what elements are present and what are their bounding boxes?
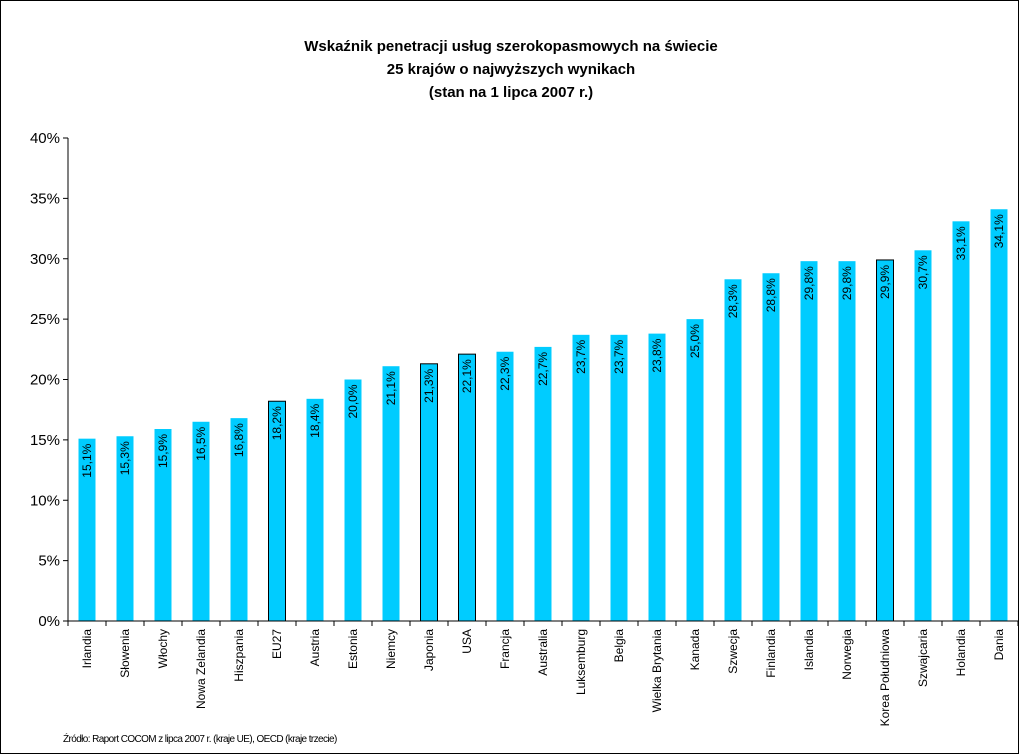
category-label-20: Norwegia: [840, 629, 854, 680]
bar-12: [534, 346, 552, 621]
data-label-20: 29,8%: [840, 266, 854, 300]
bar-15: [648, 333, 666, 621]
bar-21: [876, 259, 894, 622]
category-label-2: Włochy: [156, 629, 170, 668]
chart-title-line-3: (stan na 1 lipca 2007 r.): [429, 84, 593, 101]
category-label-14: Belgia: [612, 629, 626, 663]
bar-20: [838, 261, 856, 621]
data-label-3: 16,5%: [194, 426, 208, 460]
data-label-6: 18,4%: [308, 403, 322, 437]
data-label-14: 23,7%: [612, 339, 626, 373]
y-tick-label: 20%: [30, 372, 60, 389]
category-label-15: Wielka Brytania: [650, 629, 664, 713]
data-label-23: 33,1%: [954, 226, 968, 260]
category-label-1: Słowenia: [118, 629, 132, 678]
category-label-12: Australia: [536, 629, 550, 676]
source-note: Źródło: Raport COCOM z lipca 2007 r. (kr…: [63, 732, 337, 745]
category-label-6: Austria: [308, 629, 322, 667]
data-label-2: 15,9%: [156, 434, 170, 468]
category-label-9: Japonia: [422, 629, 436, 671]
chart-title-line-2: 25 krajów o najwyższych wynikach: [387, 61, 635, 78]
data-label-1: 15,3%: [118, 441, 132, 475]
bar-13: [572, 334, 590, 621]
data-label-9: 21,3%: [422, 368, 436, 402]
category-label-7: Estonia: [346, 629, 360, 669]
bar-8: [382, 366, 400, 621]
bar-24: [990, 209, 1008, 621]
data-label-10: 22,1%: [460, 359, 474, 393]
data-label-16: 25,0%: [688, 324, 702, 358]
plot-area: 0% 5% 10% 15% 20% 25% 30% 35% 40% 15,1% Irlandia 15…: [30, 130, 1019, 727]
y-tick-label: 0%: [38, 613, 60, 630]
category-label-16: Kanada: [688, 629, 702, 671]
y-tick-label: 5%: [38, 553, 60, 570]
bar-1: [116, 436, 134, 621]
category-label-0: Irlandia: [80, 629, 94, 669]
data-label-7: 20,0%: [346, 384, 360, 418]
y-tick-label: 40%: [30, 130, 60, 147]
data-label-4: 16,8%: [232, 423, 246, 457]
bar-7: [344, 379, 362, 621]
data-label-22: 30,7%: [916, 255, 930, 289]
data-label-0: 15,1%: [80, 443, 94, 477]
category-label-17: Szwecja: [726, 629, 740, 674]
category-label-22: Szwajcaria: [916, 629, 930, 687]
category-label-13: Luksemburg: [574, 629, 588, 695]
bar-14: [610, 334, 628, 621]
bar-23: [952, 221, 970, 621]
bar-2: [154, 429, 172, 621]
category-label-4: Hiszpania: [232, 629, 246, 682]
category-label-23: Holandia: [954, 629, 968, 677]
category-label-10: USA: [460, 629, 474, 654]
category-label-24: Dania: [992, 629, 1006, 661]
y-tick-label: 15%: [30, 432, 60, 449]
category-label-19: Islandia: [802, 629, 816, 671]
bar-11: [496, 351, 514, 621]
data-label-21: 29,9%: [878, 265, 892, 299]
data-label-8: 21,1%: [384, 371, 398, 405]
bar-22: [914, 250, 932, 622]
category-label-21: Korea Południowa: [878, 629, 892, 727]
bar-17: [724, 279, 742, 621]
bar-0: [78, 438, 96, 621]
y-tick-label: 35%: [30, 190, 60, 207]
category-label-8: Niemcy: [384, 629, 398, 669]
bar-6: [306, 398, 324, 621]
category-label-3: Nowa Zelandia: [194, 629, 208, 709]
y-tick-label: 25%: [30, 311, 60, 328]
bar-4: [230, 418, 248, 621]
data-label-12: 22,7%: [536, 352, 550, 386]
bar-3: [192, 421, 210, 621]
category-label-11: Francja: [498, 629, 512, 669]
bar-19: [800, 261, 818, 621]
y-tick-label: 30%: [30, 251, 60, 268]
data-label-17: 28,3%: [726, 284, 740, 318]
data-label-13: 23,7%: [574, 339, 588, 373]
bar-18: [762, 273, 780, 621]
data-label-5: 18,2%: [270, 406, 284, 440]
data-label-18: 28,8%: [764, 278, 778, 312]
bar-10: [458, 353, 476, 622]
data-label-11: 22,3%: [498, 356, 512, 390]
data-label-19: 29,8%: [802, 266, 816, 300]
category-label-5: EU27: [270, 629, 284, 659]
chart-title-line-1: Wskaźnik penetracji usług szerokopasmowy…: [304, 38, 717, 55]
y-tick-label: 10%: [30, 492, 60, 509]
category-label-18: Finlandia: [764, 629, 778, 678]
bar-16: [686, 319, 704, 621]
data-label-15: 23,8%: [650, 338, 664, 372]
data-label-24: 34,1%: [992, 214, 1006, 248]
